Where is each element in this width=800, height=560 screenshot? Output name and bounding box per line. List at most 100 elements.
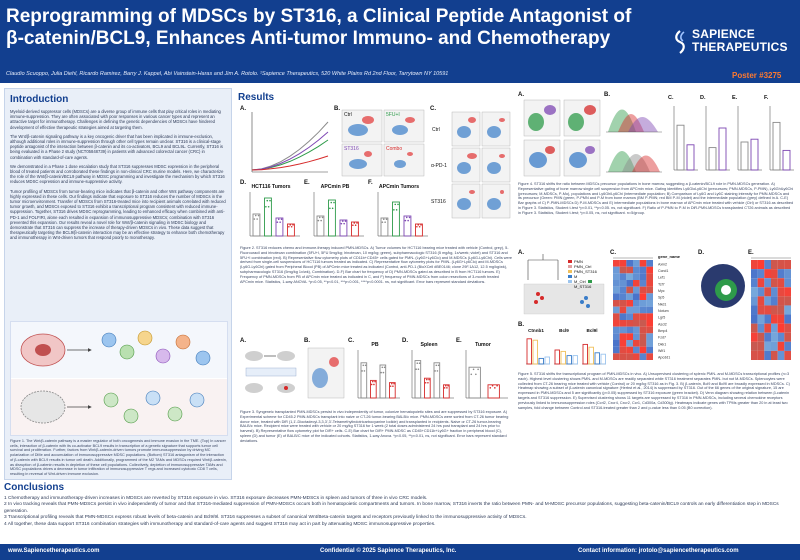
data-point bbox=[256, 218, 258, 220]
footer-confidential: Confidential © 2025 Sapience Therapeutic… bbox=[320, 548, 457, 554]
heatmap-cell bbox=[619, 346, 627, 354]
data-point bbox=[269, 199, 271, 202]
heatmap-cell bbox=[784, 260, 791, 270]
heatmap-cell bbox=[633, 313, 640, 320]
heatmap-cell bbox=[646, 280, 653, 287]
panel-label: F. bbox=[368, 180, 373, 186]
heatmap-cell bbox=[646, 353, 653, 360]
data-point bbox=[446, 387, 448, 389]
heatmap-cell bbox=[771, 260, 778, 270]
panel-label: D. bbox=[698, 250, 704, 256]
results-section: Results A. B. Ctrl 5F bbox=[236, 88, 796, 480]
heatmap-cell bbox=[777, 341, 785, 351]
data-point bbox=[344, 220, 347, 222]
footer-contact-link[interactable]: Contact information: jrotolo@sapiencethe… bbox=[578, 548, 739, 554]
data-point bbox=[290, 225, 293, 228]
heatmap-cell bbox=[751, 323, 758, 333]
gene-title: Bcl9l bbox=[587, 328, 598, 333]
bar bbox=[582, 343, 588, 365]
chart-title: APCmin Tumors bbox=[379, 184, 419, 190]
data-point bbox=[470, 373, 473, 376]
heatmap-cell bbox=[757, 305, 765, 315]
fig5-panel-d: D. bbox=[698, 250, 748, 322]
bar bbox=[686, 144, 695, 171]
chart-title: Spleen bbox=[420, 342, 437, 348]
conclusions-heading: Conclusions bbox=[4, 482, 65, 493]
data-point bbox=[352, 224, 354, 227]
bar-chart-pb: PB bbox=[357, 342, 400, 399]
data-point bbox=[277, 218, 280, 221]
data-point bbox=[397, 203, 399, 206]
gene-label: Bmp4 bbox=[658, 329, 667, 333]
intro-paragraph: The Wnt/β-catenin signaling pathway is a… bbox=[10, 133, 223, 160]
heatmap-cell bbox=[626, 273, 633, 280]
figure-1-diagram bbox=[10, 321, 228, 436]
data-point bbox=[341, 220, 344, 222]
heatmap-cell bbox=[619, 313, 627, 320]
poster-number: Poster #3275 bbox=[732, 71, 782, 80]
panel-label: E. bbox=[456, 338, 462, 344]
heatmap-cell bbox=[784, 278, 791, 288]
data-point bbox=[382, 218, 385, 221]
chart-title: APCmin PB bbox=[321, 184, 350, 190]
data-point bbox=[317, 219, 320, 222]
fig5-panel-b: B. Ctnnb1 Bcl9 Bcl9l bbox=[518, 322, 608, 368]
data-point bbox=[390, 382, 393, 385]
heatmap-cell bbox=[751, 305, 758, 315]
heatmap-cell bbox=[646, 266, 653, 274]
data-point bbox=[289, 224, 292, 226]
heatmap-cell bbox=[751, 341, 758, 351]
heatmap-cell bbox=[639, 306, 647, 314]
bar bbox=[544, 356, 550, 365]
bar-chart-apcmin-tumors: APCmin Tumors bbox=[377, 184, 428, 237]
brand-text: SAPIENCE THERAPEUTICS bbox=[692, 28, 788, 54]
bar bbox=[415, 223, 423, 237]
data-point bbox=[496, 384, 498, 387]
data-point bbox=[418, 362, 421, 365]
bar bbox=[339, 219, 348, 237]
gene-label: Notum bbox=[658, 309, 669, 313]
heatmap-cell bbox=[626, 340, 633, 347]
data-point bbox=[374, 380, 376, 383]
heatmap-cell bbox=[626, 266, 633, 274]
heatmap-cell bbox=[771, 269, 778, 279]
fig5-panel-a: A. PMN PMN_Ctrl PMN_ST316 M M_Ctrl M_ST3… bbox=[518, 250, 608, 320]
series-line bbox=[251, 155, 329, 171]
heatmap-cell bbox=[646, 340, 653, 347]
panel-label: D. bbox=[700, 95, 706, 101]
data-point bbox=[416, 225, 418, 228]
title-line-2: β-catenin/BCL9, Enhances Anti-tumor Immu… bbox=[6, 28, 611, 49]
heatmap-cell bbox=[626, 280, 633, 287]
fig3-panel-a: A. bbox=[240, 338, 302, 404]
heatmap-cell bbox=[619, 273, 627, 280]
heatmap-cell bbox=[613, 266, 620, 274]
footer-website-link[interactable]: www.Sapiencetherapeutics.com bbox=[8, 548, 100, 554]
heatmap-cell bbox=[764, 341, 771, 351]
heatmap-cell bbox=[771, 350, 778, 360]
heatmap-cell bbox=[646, 273, 653, 280]
figure-1-caption: Figure 1. The Wnt/β-catenin pathway is a… bbox=[10, 439, 227, 476]
gene-title: Bcl9 bbox=[559, 328, 569, 333]
heatmap-cell bbox=[784, 350, 791, 360]
heatmap-cell bbox=[633, 320, 640, 327]
heatmap-cell bbox=[626, 313, 633, 320]
heatmap-cell bbox=[626, 260, 633, 267]
heatmap-cell bbox=[619, 300, 627, 307]
heatmap-cell bbox=[613, 340, 620, 347]
plot-title: 5FU+I bbox=[386, 112, 400, 118]
bar bbox=[487, 384, 500, 399]
heatmap-cell bbox=[639, 326, 647, 334]
bar bbox=[414, 360, 422, 399]
heatmap-cell bbox=[639, 300, 647, 307]
bar bbox=[370, 379, 377, 399]
heatmap-cell bbox=[646, 326, 653, 334]
heatmap-cell bbox=[646, 320, 653, 327]
plot-title: Combo bbox=[386, 146, 402, 152]
heatmap-cell bbox=[784, 269, 791, 279]
data-point bbox=[393, 209, 395, 211]
heatmap-cell bbox=[626, 326, 633, 334]
heatmap-cell bbox=[764, 287, 771, 297]
data-point bbox=[435, 364, 438, 367]
heatmap-cell bbox=[633, 293, 640, 300]
intro-paragraph: Myeloid-derived suppressor cells (MDSCs)… bbox=[10, 109, 221, 130]
